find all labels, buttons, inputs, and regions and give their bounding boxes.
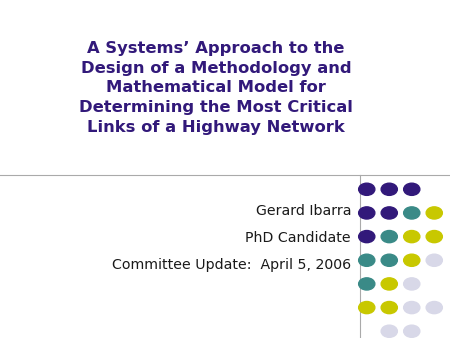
Circle shape (404, 278, 420, 290)
Circle shape (381, 254, 397, 266)
Circle shape (359, 301, 375, 314)
Circle shape (404, 301, 420, 314)
Circle shape (359, 278, 375, 290)
Circle shape (381, 207, 397, 219)
Circle shape (359, 207, 375, 219)
Circle shape (404, 183, 420, 195)
Circle shape (404, 231, 420, 243)
Text: A Systems’ Approach to the
Design of a Methodology and
Mathematical Model for
De: A Systems’ Approach to the Design of a M… (79, 41, 353, 135)
Circle shape (381, 325, 397, 337)
Circle shape (404, 325, 420, 337)
Circle shape (426, 301, 442, 314)
Circle shape (426, 231, 442, 243)
Circle shape (381, 278, 397, 290)
Circle shape (381, 301, 397, 314)
Text: Committee Update:  April 5, 2006: Committee Update: April 5, 2006 (112, 258, 351, 272)
Circle shape (404, 254, 420, 266)
Circle shape (381, 231, 397, 243)
Text: Gerard Ibarra: Gerard Ibarra (256, 204, 351, 218)
Circle shape (381, 183, 397, 195)
Circle shape (426, 254, 442, 266)
Circle shape (404, 207, 420, 219)
Circle shape (359, 183, 375, 195)
Circle shape (359, 231, 375, 243)
Circle shape (359, 254, 375, 266)
Circle shape (426, 207, 442, 219)
Text: PhD Candidate: PhD Candidate (245, 231, 351, 245)
